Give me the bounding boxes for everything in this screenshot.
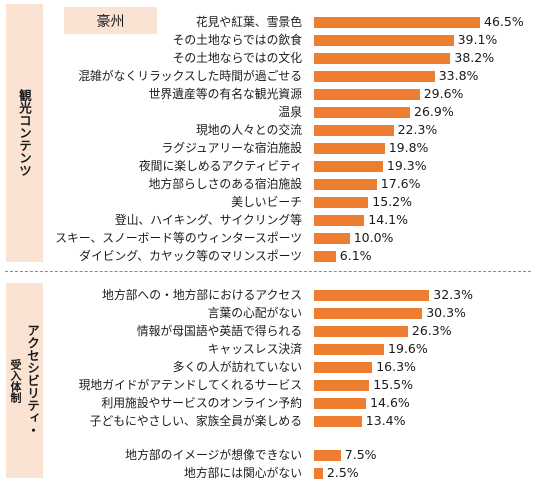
category-label: 地方部のイメージが想像できない bbox=[125, 448, 302, 462]
bar bbox=[314, 214, 365, 226]
category-label-accessibility-line1: アクセシビリティ・ bbox=[25, 324, 40, 437]
value-label: 15.2% bbox=[372, 194, 413, 209]
category-label: ラグジュアリーな宿泊施設 bbox=[161, 141, 302, 155]
value-label: 46.5% bbox=[484, 14, 524, 29]
value-label: 15.5% bbox=[373, 377, 414, 392]
value-label: 19.8% bbox=[388, 140, 429, 155]
category-label: 登山、ハイキング、サイクリング等 bbox=[114, 213, 302, 227]
bar bbox=[314, 88, 420, 100]
value-label: 19.3% bbox=[386, 158, 427, 173]
category-label: キャッスレス決済 bbox=[207, 342, 302, 356]
bar bbox=[314, 467, 323, 479]
category-label: 美しいビーチ bbox=[231, 195, 302, 209]
value-label: 26.3% bbox=[411, 323, 452, 338]
category-label: 地方部らしさのある宿泊施設 bbox=[148, 177, 302, 191]
value-label: 32.3% bbox=[433, 287, 474, 302]
category-label: その土地ならではの飲食 bbox=[172, 33, 302, 47]
category-label: 世界遺産等の有名な観光資源 bbox=[148, 87, 302, 101]
value-label: 30.3% bbox=[426, 305, 466, 320]
category-label: 情報が母国語や英語で得られる bbox=[136, 324, 302, 338]
value-label: 33.8% bbox=[438, 68, 479, 83]
bar bbox=[314, 52, 451, 64]
value-label: 14.6% bbox=[370, 395, 410, 410]
section-divider bbox=[5, 271, 531, 272]
category-label-accessibility-line2: 受入体制 bbox=[9, 358, 22, 403]
bar bbox=[314, 325, 408, 337]
value-label: 16.3% bbox=[376, 359, 416, 374]
value-label: 29.6% bbox=[423, 86, 464, 101]
category-label-content: 観光コンテンツ bbox=[17, 89, 32, 177]
category-label: スキー、スノーボード等のウィンタースポーツ bbox=[55, 231, 302, 245]
category-label: 多くの人が訪れていない bbox=[172, 360, 302, 374]
bar bbox=[314, 142, 385, 154]
category-label-accessibility: アクセシビリティ・ 受入体制 bbox=[6, 283, 43, 478]
category-box-content bbox=[6, 4, 43, 262]
category-label: 言葉の心配がない bbox=[207, 306, 302, 320]
bar bbox=[314, 34, 454, 46]
region-tag: 豪州 bbox=[64, 7, 157, 34]
value-label: 14.1% bbox=[368, 212, 409, 227]
bar bbox=[314, 343, 384, 355]
bar bbox=[314, 178, 377, 190]
bar bbox=[314, 415, 362, 427]
bar bbox=[314, 70, 435, 82]
value-label: 19.6% bbox=[388, 341, 428, 356]
category-label: 花見や紅葉、雪景色 bbox=[195, 15, 302, 29]
category-label: 温泉 bbox=[278, 105, 302, 119]
bar bbox=[314, 124, 394, 136]
value-label: 10.0% bbox=[353, 230, 394, 245]
bar bbox=[314, 397, 367, 409]
category-label: 地方部への・地方部におけるアクセス bbox=[102, 288, 302, 302]
bar bbox=[314, 361, 373, 373]
value-label: 22.3% bbox=[397, 122, 438, 137]
value-label: 2.5% bbox=[326, 465, 359, 480]
bar bbox=[314, 307, 423, 319]
category-label: 混雑がなくリラックスした時間が過ごせる bbox=[78, 69, 302, 83]
bar bbox=[314, 250, 336, 262]
category-label: ダイビング、カヤック等のマリンスポーツ bbox=[79, 249, 302, 263]
bar bbox=[314, 196, 369, 208]
category-label: 地方部には関心がない bbox=[184, 466, 302, 480]
value-label: 17.6% bbox=[380, 176, 421, 191]
bar bbox=[314, 160, 383, 172]
value-label: 38.2% bbox=[454, 50, 495, 65]
category-label: 子どもにやさしい、家族全員が楽しめる bbox=[89, 414, 302, 428]
category-label: 現地の人々との交流 bbox=[195, 123, 302, 137]
category-label: その土地ならではの文化 bbox=[172, 51, 302, 65]
category-label: 現地ガイドがアテンドしてくれるサービス bbox=[78, 378, 302, 392]
bar bbox=[314, 289, 430, 301]
value-label: 7.5% bbox=[344, 447, 377, 462]
bar bbox=[314, 449, 341, 461]
value-label: 13.4% bbox=[365, 413, 406, 428]
category-box-accessibility bbox=[6, 283, 43, 478]
bar bbox=[314, 379, 370, 391]
category-label: 夜間に楽しめるアクティビティ bbox=[138, 159, 302, 173]
value-label: 26.9% bbox=[414, 104, 454, 119]
value-label: 39.1% bbox=[457, 32, 498, 47]
bar bbox=[314, 106, 410, 118]
bar bbox=[314, 232, 350, 244]
category-label: 利用施設やサービスのオンライン予約 bbox=[101, 396, 302, 410]
value-label: 6.1% bbox=[339, 248, 372, 263]
bar bbox=[314, 16, 480, 28]
